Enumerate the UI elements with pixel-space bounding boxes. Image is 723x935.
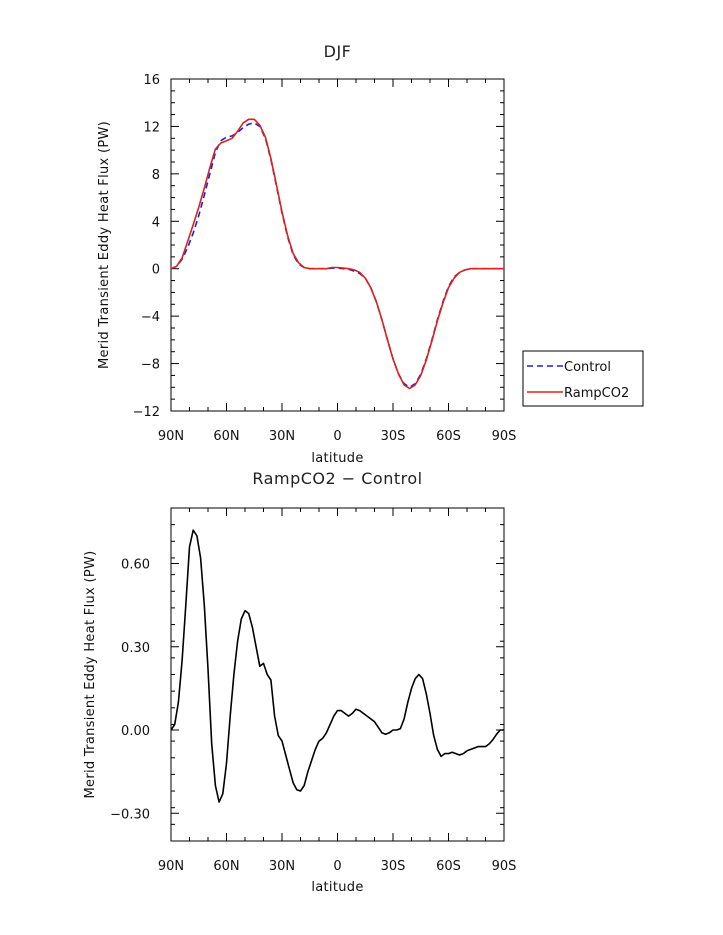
legend: Control RampCO2 bbox=[522, 350, 644, 407]
y-tick-label: 0.30 bbox=[121, 641, 150, 656]
x-tick-label: 60S bbox=[436, 859, 461, 874]
x-tick-label: 30S bbox=[381, 429, 406, 444]
plot-frame bbox=[170, 507, 505, 842]
x-tick-label: 30S bbox=[381, 859, 406, 874]
y-tick-label: 4 bbox=[152, 215, 160, 230]
chart-panel-2: 90N 60N 30N 0 30S 60S 90S −0.30 0.00 0.30 0.60 Ramp… bbox=[83, 469, 516, 895]
legend-label: Control bbox=[564, 360, 611, 375]
y-tick-label: −0.30 bbox=[110, 807, 150, 822]
y-axis-label: Merid Transient Eddy Heat Flux (PW) bbox=[97, 121, 112, 369]
x-tick-label: 90N bbox=[158, 429, 184, 444]
y-tick-label: 8 bbox=[152, 168, 160, 183]
x-tick-label: 0 bbox=[333, 429, 341, 444]
x-tick-label: 0 bbox=[333, 859, 341, 874]
y-tick-label: −4 bbox=[141, 310, 160, 325]
chart-title: RampCO2 − Control bbox=[252, 469, 422, 488]
x-axis-label: latitude bbox=[311, 880, 363, 895]
y-tick-label: 16 bbox=[143, 73, 160, 88]
legend-box bbox=[522, 350, 644, 407]
x-tick-label: 30N bbox=[269, 429, 295, 444]
y-tick-label: −8 bbox=[141, 358, 160, 373]
y-tick-label: 0.00 bbox=[121, 724, 150, 739]
series-line-rampco2 bbox=[170, 118, 504, 390]
y-tick-label: 12 bbox=[143, 120, 160, 135]
plot-frame bbox=[170, 78, 505, 412]
y-tick-label: −12 bbox=[133, 405, 160, 420]
y-tick-label: 0.60 bbox=[121, 558, 150, 573]
x-tick-label: 60S bbox=[436, 429, 461, 444]
x-tick-label: 60N bbox=[213, 429, 239, 444]
x-tick-label: 60N bbox=[213, 859, 239, 874]
x-axis-label: latitude bbox=[311, 451, 363, 466]
series-line-control bbox=[170, 122, 504, 389]
y-axis-label: Merid Transient Eddy Heat Flux (PW) bbox=[83, 551, 98, 799]
y-tick-label: 0 bbox=[152, 263, 160, 278]
x-tick-label: 90S bbox=[492, 429, 517, 444]
x-tick-label: 90S bbox=[492, 859, 517, 874]
series-line-difference bbox=[170, 529, 504, 803]
chart-panel-1: 90N 60N 30N 0 30S 60S 90S −12 −8 −4 0 4 8 12 16 DJF lati… bbox=[97, 42, 644, 466]
legend-label: RampCO2 bbox=[564, 386, 629, 401]
x-tick-label: 90N bbox=[158, 859, 184, 874]
chart-title: DJF bbox=[324, 42, 352, 61]
x-tick-label: 30N bbox=[269, 859, 295, 874]
